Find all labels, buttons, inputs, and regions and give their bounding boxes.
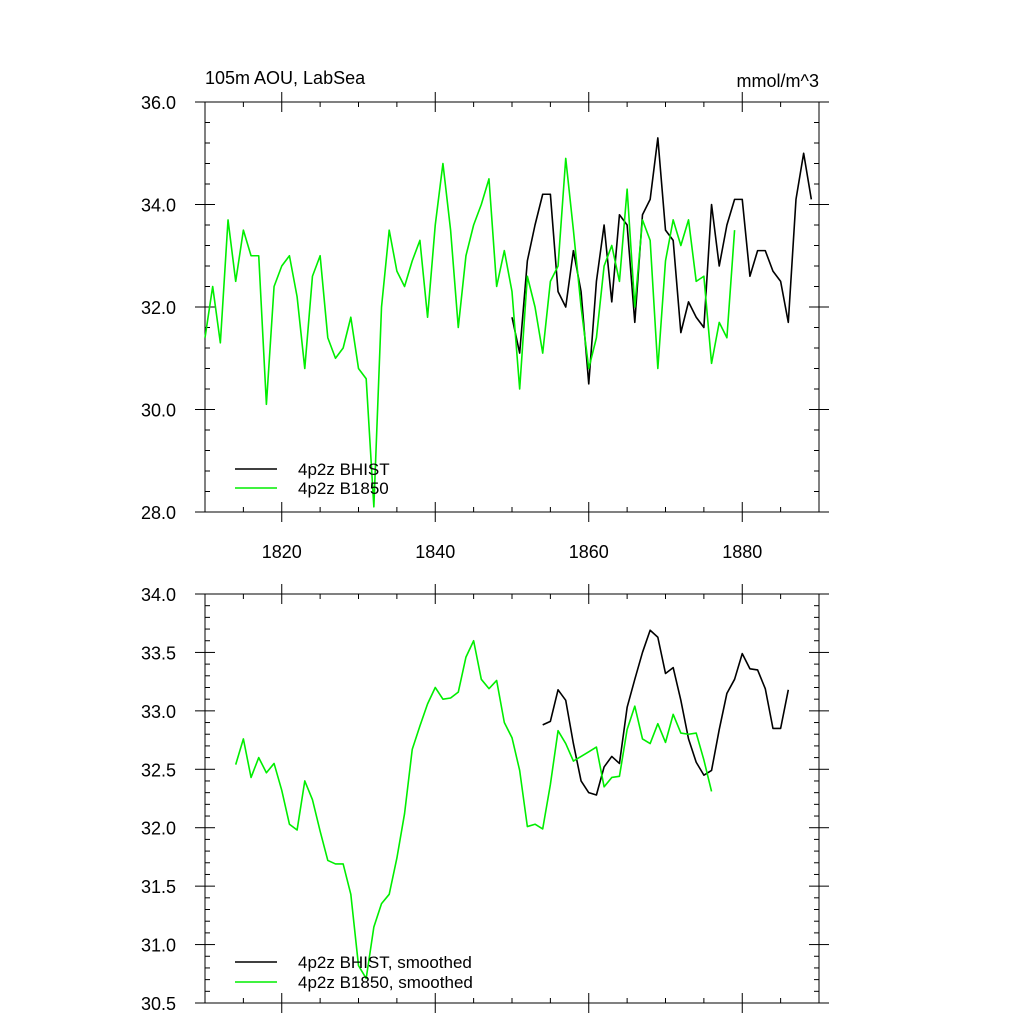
y-tick-label: 33.5 [141,643,176,663]
plot-frame [204,101,820,513]
y-tick-label: 36.0 [141,93,176,113]
x-tick-label: 1880 [722,542,762,562]
y-tick-label: 31.0 [141,936,176,956]
y-tick-label: 32.0 [141,298,176,318]
y-tick-label: 34.0 [141,585,176,605]
series-line-b1850 [204,157,736,508]
legend-label: 4p2z BHIST, smoothed [298,953,472,972]
units-label: mmol/m^3 [737,71,819,91]
y-tick-label: 31.5 [141,877,176,897]
y-tick-label: 28.0 [141,503,176,523]
bottom-panel: 30.5 31.0 31.5 32.0 32.5 33.0 33.5 34.0 4p2z BHI… [141,584,829,1014]
legend-label: 4p2z B1850 [298,479,389,498]
y-tick-label: 30.5 [141,994,176,1014]
series-line-bhist [511,137,813,385]
x-tick-label: 1840 [415,542,455,562]
y-tick-label: 32.5 [141,760,176,780]
chart-title: 105m AOU, LabSea [205,68,366,88]
y-tick-label: 34.0 [141,196,176,216]
legend-label: 4p2z BHIST [298,460,390,479]
legend-label: 4p2z B1850, smoothed [298,973,473,992]
top-panel: 105m AOU, LabSea mmol/m^3 28.0 30.0 32.0 34… [141,68,829,562]
x-tick-label: 1820 [262,542,302,562]
x-tick-label: 1860 [569,542,609,562]
plot-frame [204,593,820,1004]
series-line-bhist [542,629,790,796]
y-tick-label: 33.0 [141,702,176,722]
y-tick-label: 30.0 [141,401,176,421]
series-line-b1850 [234,639,713,980]
y-tick-label: 32.0 [141,819,176,839]
